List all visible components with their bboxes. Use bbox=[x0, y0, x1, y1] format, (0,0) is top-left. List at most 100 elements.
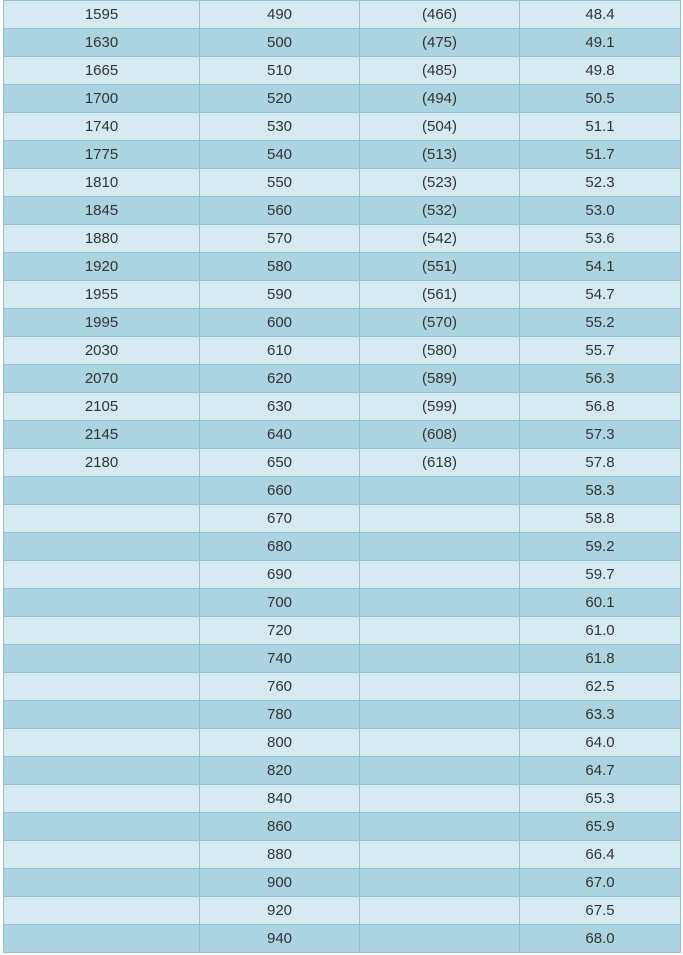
col-3-cell bbox=[359, 812, 520, 841]
col-2-cell: 510 bbox=[199, 56, 360, 85]
col-4-cell: 65.9 bbox=[519, 812, 681, 841]
col-2-cell: 820 bbox=[199, 756, 360, 785]
col-4-cell: 51.7 bbox=[519, 140, 681, 169]
col-2-cell: 880 bbox=[199, 840, 360, 869]
col-1-cell bbox=[3, 756, 200, 785]
col-2-cell: 720 bbox=[199, 616, 360, 645]
col-3-cell bbox=[359, 868, 520, 897]
col-2-cell: 610 bbox=[199, 336, 360, 365]
col-2-cell: 860 bbox=[199, 812, 360, 841]
col-4-cell: 62.5 bbox=[519, 672, 681, 701]
col-2-cell: 630 bbox=[199, 392, 360, 421]
table-row: 2180 650 (618) 57.8 bbox=[3, 448, 681, 477]
col-4-cell: 49.8 bbox=[519, 56, 681, 85]
col-3-cell: (608) bbox=[359, 420, 520, 449]
col-2-cell: 640 bbox=[199, 420, 360, 449]
col-1-cell bbox=[3, 868, 200, 897]
col-3-cell bbox=[359, 924, 520, 953]
table-row: 2070 620 (589) 56.3 bbox=[3, 364, 681, 393]
table-row: 740 61.8 bbox=[3, 644, 681, 673]
col-1-cell: 1775 bbox=[3, 140, 200, 169]
col-1-cell bbox=[3, 644, 200, 673]
col-1-cell: 1880 bbox=[3, 224, 200, 253]
col-1-cell: 1595 bbox=[3, 0, 200, 29]
col-2-cell: 500 bbox=[199, 28, 360, 57]
col-1-cell: 1810 bbox=[3, 168, 200, 197]
col-4-cell: 53.0 bbox=[519, 196, 681, 225]
table-row: 690 59.7 bbox=[3, 560, 681, 589]
col-3-cell bbox=[359, 588, 520, 617]
table-row: 860 65.9 bbox=[3, 812, 681, 841]
col-4-cell: 54.1 bbox=[519, 252, 681, 281]
table-row: 800 64.0 bbox=[3, 728, 681, 757]
table-row: 2105 630 (599) 56.8 bbox=[3, 392, 681, 421]
table-row: 820 64.7 bbox=[3, 756, 681, 785]
table-row: 1845 560 (532) 53.0 bbox=[3, 196, 681, 225]
col-4-cell: 66.4 bbox=[519, 840, 681, 869]
col-1-cell bbox=[3, 784, 200, 813]
table-row: 900 67.0 bbox=[3, 868, 681, 897]
table-row: 780 63.3 bbox=[3, 700, 681, 729]
table-row: 660 58.3 bbox=[3, 476, 681, 505]
col-2-cell: 550 bbox=[199, 168, 360, 197]
col-1-cell bbox=[3, 924, 200, 953]
col-2-cell: 660 bbox=[199, 476, 360, 505]
col-2-cell: 800 bbox=[199, 728, 360, 757]
col-1-cell bbox=[3, 476, 200, 505]
col-4-cell: 67.5 bbox=[519, 896, 681, 925]
col-3-cell: (580) bbox=[359, 336, 520, 365]
col-4-cell: 59.2 bbox=[519, 532, 681, 561]
table-row: 720 61.0 bbox=[3, 616, 681, 645]
col-1-cell bbox=[3, 616, 200, 645]
col-1-cell bbox=[3, 728, 200, 757]
table-row: 1630 500 (475) 49.1 bbox=[3, 28, 681, 57]
col-1-cell: 2145 bbox=[3, 420, 200, 449]
col-4-cell: 55.7 bbox=[519, 336, 681, 365]
table-row: 1995 600 (570) 55.2 bbox=[3, 308, 681, 337]
col-2-cell: 700 bbox=[199, 588, 360, 617]
col-1-cell: 2180 bbox=[3, 448, 200, 477]
col-2-cell: 530 bbox=[199, 112, 360, 141]
col-4-cell: 63.3 bbox=[519, 700, 681, 729]
col-2-cell: 670 bbox=[199, 504, 360, 533]
col-3-cell bbox=[359, 756, 520, 785]
col-1-cell bbox=[3, 812, 200, 841]
col-2-cell: 760 bbox=[199, 672, 360, 701]
table-row: 680 59.2 bbox=[3, 532, 681, 561]
col-4-cell: 54.7 bbox=[519, 280, 681, 309]
table-row: 670 58.8 bbox=[3, 504, 681, 533]
col-4-cell: 58.3 bbox=[519, 476, 681, 505]
col-3-cell: (475) bbox=[359, 28, 520, 57]
col-3-cell bbox=[359, 784, 520, 813]
col-4-cell: 53.6 bbox=[519, 224, 681, 253]
col-3-cell: (589) bbox=[359, 364, 520, 393]
col-4-cell: 65.3 bbox=[519, 784, 681, 813]
col-4-cell: 60.1 bbox=[519, 588, 681, 617]
col-1-cell: 2070 bbox=[3, 364, 200, 393]
col-4-cell: 64.7 bbox=[519, 756, 681, 785]
col-2-cell: 620 bbox=[199, 364, 360, 393]
col-4-cell: 49.1 bbox=[519, 28, 681, 57]
col-3-cell: (532) bbox=[359, 196, 520, 225]
table-row: 1955 590 (561) 54.7 bbox=[3, 280, 681, 309]
col-4-cell: 48.4 bbox=[519, 0, 681, 29]
col-4-cell: 64.0 bbox=[519, 728, 681, 757]
table-row: 1740 530 (504) 51.1 bbox=[3, 112, 681, 141]
table-row: 2030 610 (580) 55.7 bbox=[3, 336, 681, 365]
table-row: 760 62.5 bbox=[3, 672, 681, 701]
col-4-cell: 59.7 bbox=[519, 560, 681, 589]
col-3-cell bbox=[359, 700, 520, 729]
col-4-cell: 57.8 bbox=[519, 448, 681, 477]
col-2-cell: 780 bbox=[199, 700, 360, 729]
col-2-cell: 650 bbox=[199, 448, 360, 477]
col-3-cell bbox=[359, 896, 520, 925]
col-1-cell bbox=[3, 840, 200, 869]
col-4-cell: 56.3 bbox=[519, 364, 681, 393]
col-2-cell: 520 bbox=[199, 84, 360, 113]
col-4-cell: 56.8 bbox=[519, 392, 681, 421]
col-3-cell: (599) bbox=[359, 392, 520, 421]
col-3-cell: (542) bbox=[359, 224, 520, 253]
data-table: 1595 490 (466) 48.4 1630 500 (475) 49.1 1665 510(… bbox=[3, 0, 681, 953]
col-1-cell bbox=[3, 588, 200, 617]
col-2-cell: 900 bbox=[199, 868, 360, 897]
